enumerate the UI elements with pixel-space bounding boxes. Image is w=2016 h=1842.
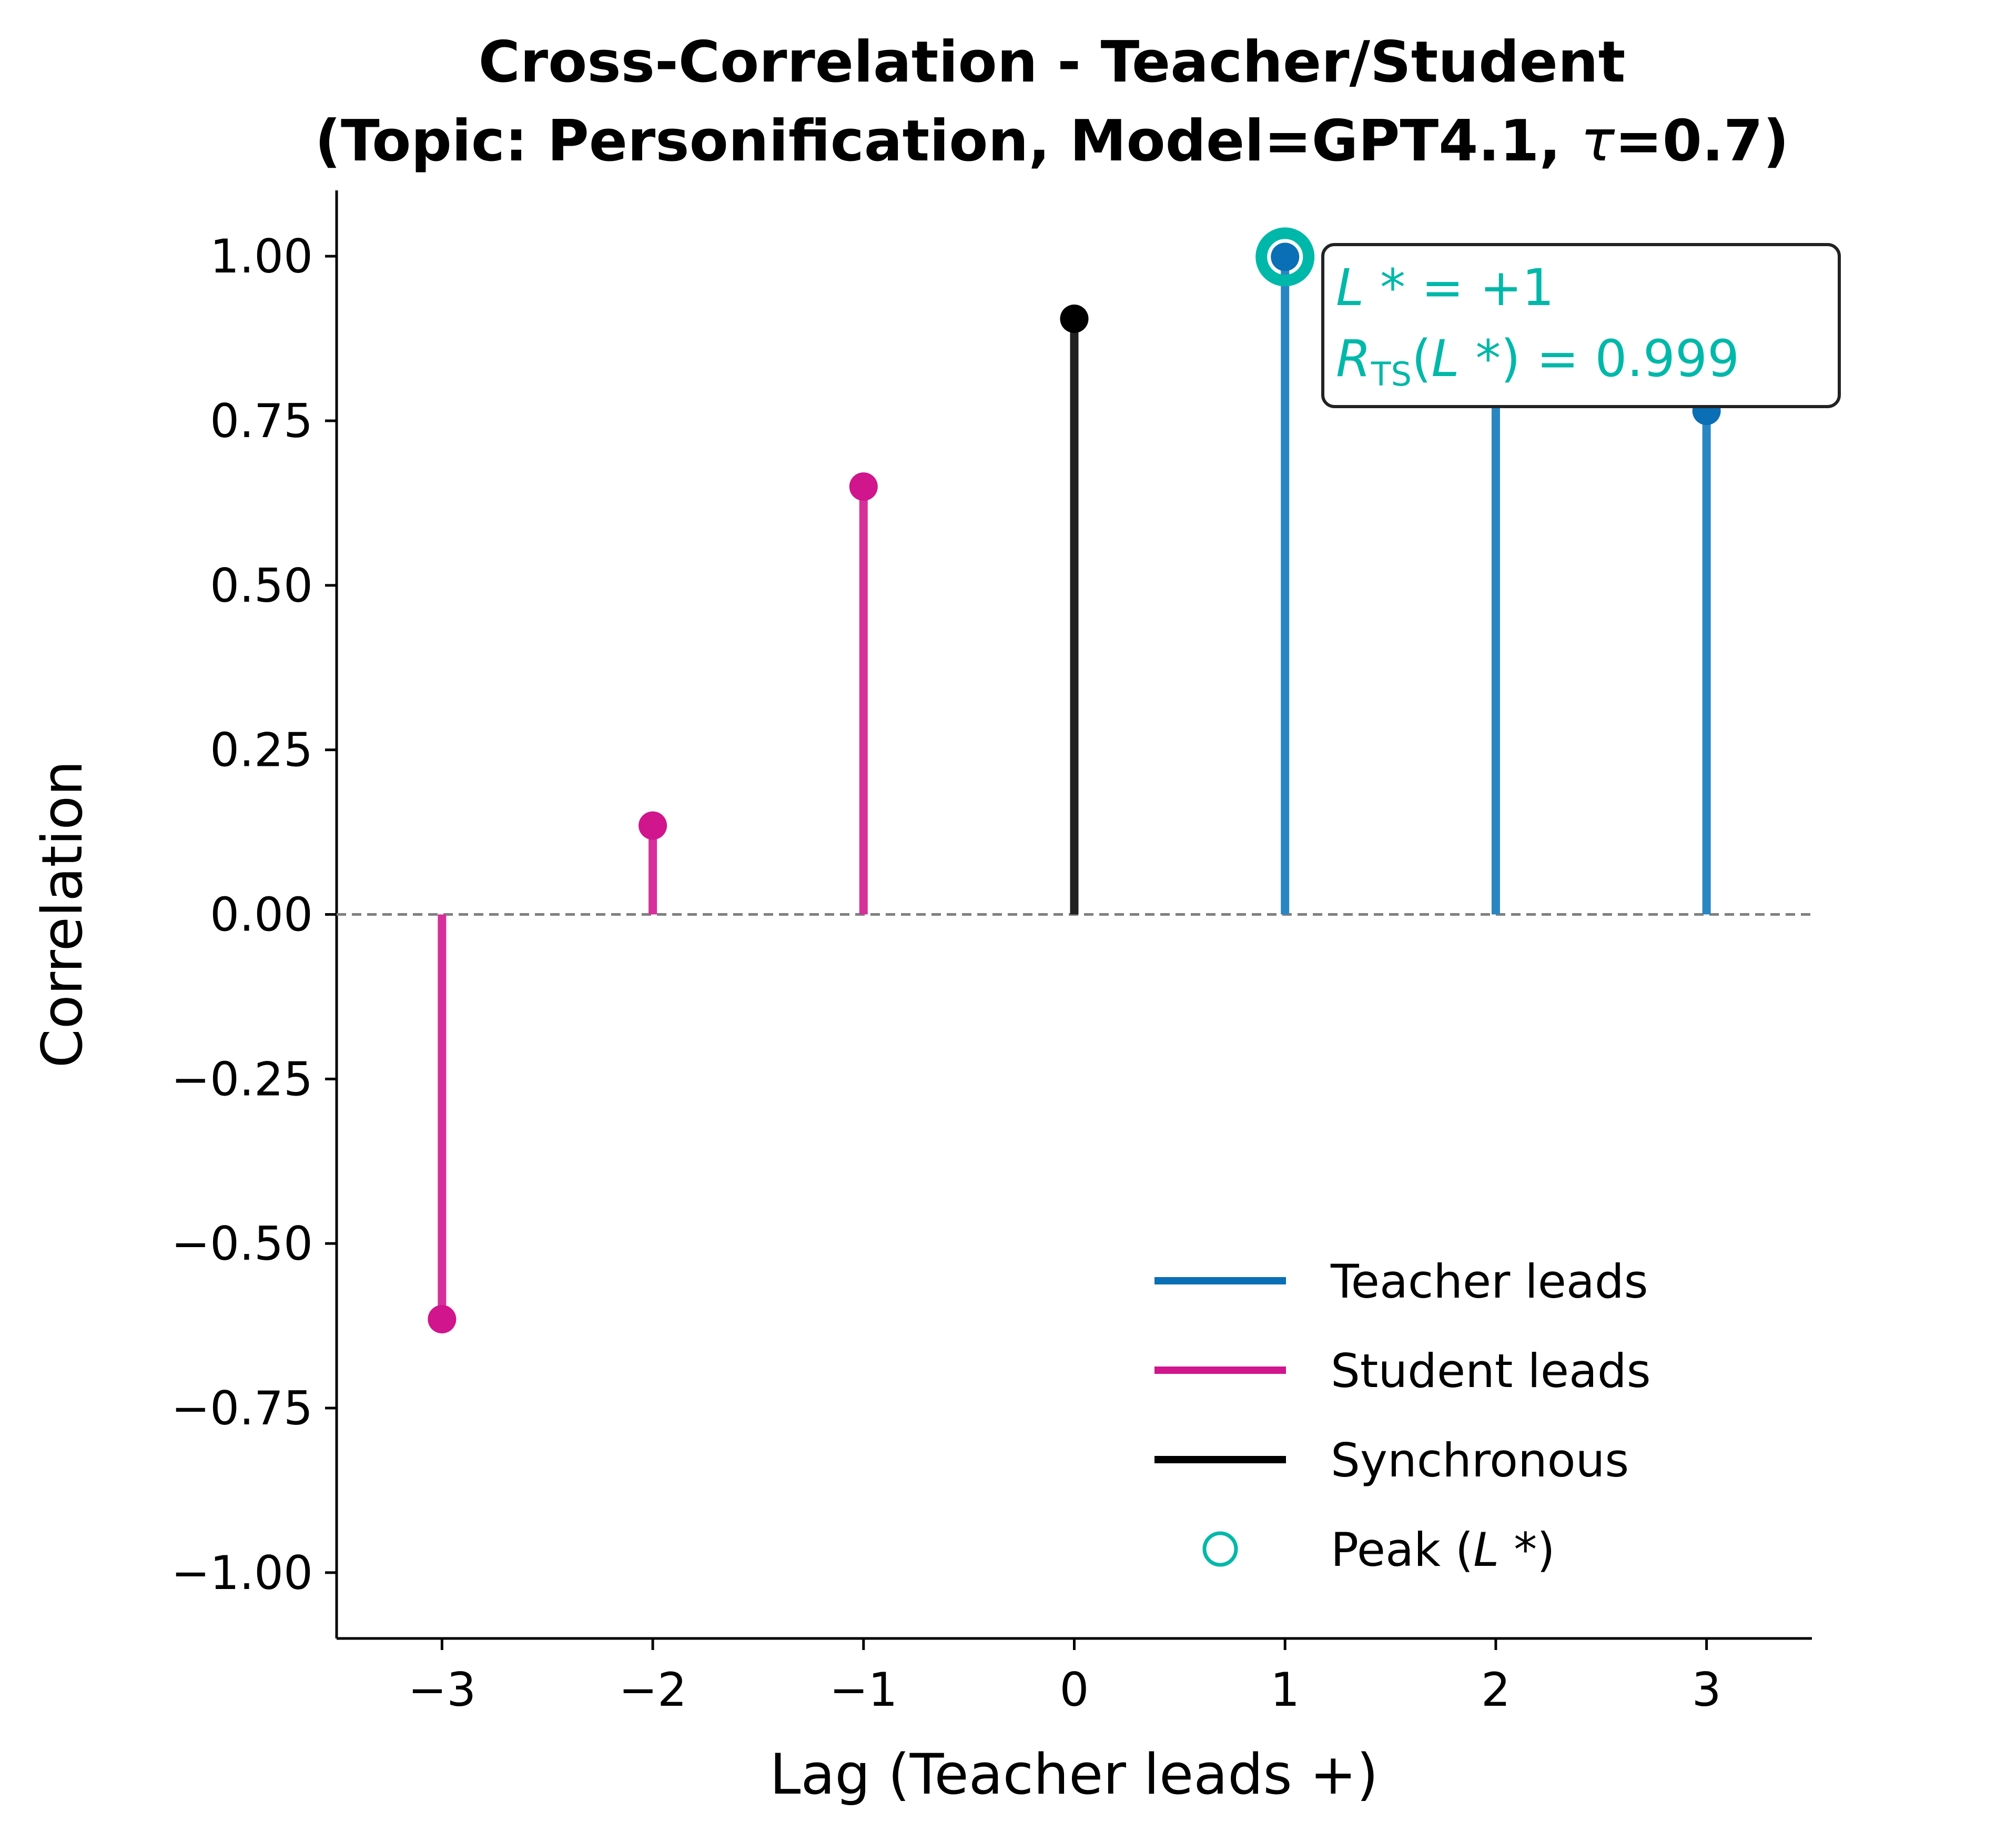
marker-student-lag--1	[849, 472, 878, 501]
x-tick-label: 2	[1481, 1663, 1511, 1717]
y-tick-label: 0.00	[210, 888, 313, 942]
peak-value-text: RTS(L *) = 0.999	[1336, 329, 1739, 393]
x-tick-label: −2	[619, 1663, 687, 1717]
x-tick-label: 3	[1692, 1663, 1721, 1717]
x-tick-label: −1	[829, 1663, 898, 1717]
x-axis-label: Lag (Teacher leads +)	[769, 1742, 1378, 1807]
y-ticks: 1.00 0.75 0.50 0.25 0.00 −0.25 −0.50 −0.75 −1.00	[171, 229, 337, 1600]
x-tick-label: −3	[408, 1663, 476, 1717]
stems	[438, 257, 1711, 1320]
marker-sync-lag-0	[1060, 305, 1089, 333]
legend-teacher-label: Teacher leads	[1330, 1254, 1648, 1309]
chart-title-line2: (Topic: Personification, Model=GPT4.1, τ…	[315, 108, 1789, 174]
x-ticks: −3 −2 −1 0 1 2 3	[408, 1638, 1721, 1717]
x-tick-label: 0	[1060, 1663, 1089, 1717]
legend-peak-label: Peak (L *)	[1331, 1523, 1555, 1577]
y-tick-label: −1.00	[171, 1546, 313, 1600]
marker-student-lag--3	[428, 1305, 457, 1334]
peak-lag-text: L * = +1	[1336, 258, 1554, 317]
marker-student-lag--2	[639, 811, 667, 840]
y-tick-label: 1.00	[210, 229, 313, 284]
legend-student-label: Student leads	[1331, 1344, 1651, 1398]
peak-marker-layer	[1255, 227, 1315, 287]
peak-annotation-box	[1321, 243, 1841, 408]
legend: Teacher leads Student leads Synchronous …	[1154, 1254, 1651, 1577]
x-tick-label: 1	[1270, 1663, 1300, 1717]
marker-teacher-lag-1	[1271, 242, 1300, 271]
y-tick-label: 0.75	[210, 394, 313, 448]
y-tick-label: 0.25	[210, 723, 313, 777]
legend-peak-swatch	[1202, 1531, 1238, 1567]
peak-highlight-ring	[1255, 227, 1315, 287]
y-tick-label: −0.75	[171, 1381, 313, 1435]
legend-sync-label: Synchronous	[1331, 1433, 1629, 1487]
y-tick-label: 0.50	[210, 559, 313, 613]
y-tick-label: −0.25	[171, 1052, 313, 1106]
chart-title-line1: Cross-Correlation - Teacher/Student	[479, 29, 1626, 95]
peak-annotation: L * = +1 RTS(L *) = 0.999	[1321, 243, 1841, 408]
y-axis-label: Correlation	[30, 761, 95, 1068]
y-tick-label: −0.50	[171, 1217, 313, 1271]
